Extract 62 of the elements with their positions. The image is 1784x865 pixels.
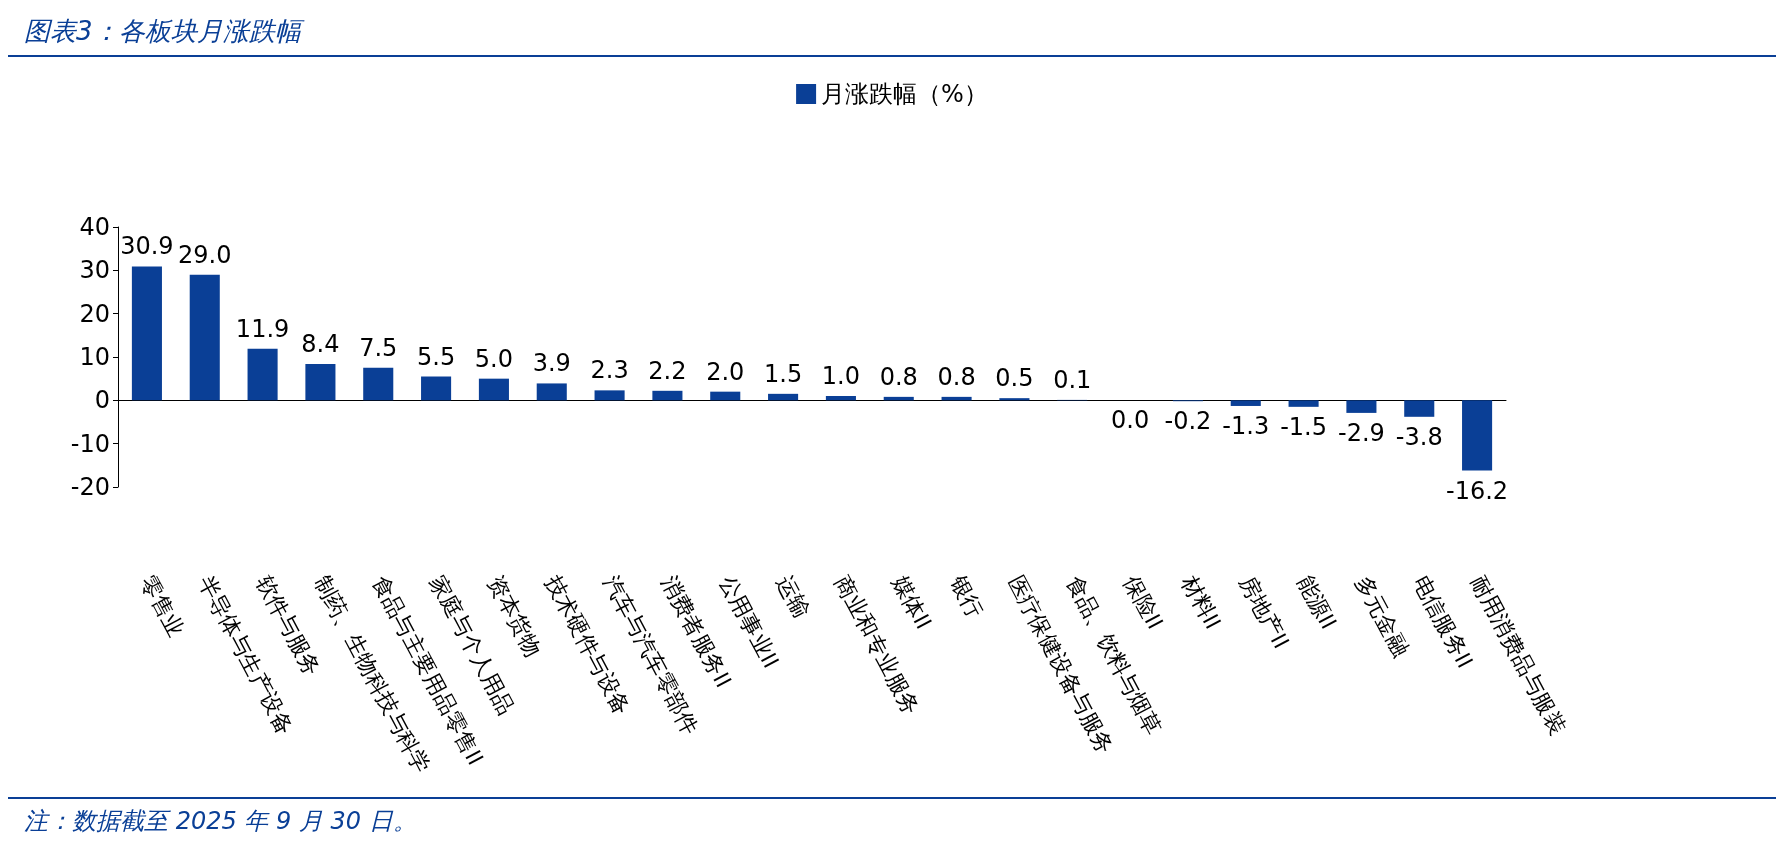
data-label: 30.9 xyxy=(120,232,174,261)
data-label: 1.5 xyxy=(764,359,803,388)
bar xyxy=(131,266,162,401)
data-label: 0.0 xyxy=(1111,406,1150,435)
bar xyxy=(478,378,509,401)
y-tick-label: 30 xyxy=(79,256,110,285)
data-label: 5.5 xyxy=(417,342,456,371)
x-tick-label: 多元金融 xyxy=(1350,571,1414,661)
data-label: -1.5 xyxy=(1280,412,1327,441)
bar xyxy=(1404,400,1435,417)
bar xyxy=(1462,400,1493,471)
x-tick-label: 运输 xyxy=(772,571,815,622)
data-label: -2.9 xyxy=(1338,418,1385,447)
bar xyxy=(536,383,567,401)
x-tick-label: 能源II xyxy=(1292,571,1342,634)
data-label: 3.9 xyxy=(532,349,571,378)
y-tick-label: 20 xyxy=(79,299,110,328)
data-label: 2.2 xyxy=(648,356,687,385)
x-tick-label: 房地产II xyxy=(1234,571,1294,653)
bar xyxy=(768,393,799,401)
data-label: 0.1 xyxy=(1053,365,1092,394)
x-tick-label: 媒体II xyxy=(887,571,937,634)
data-label: 7.5 xyxy=(359,333,398,362)
bar xyxy=(363,367,394,401)
data-label: 5.0 xyxy=(474,344,513,373)
bar xyxy=(999,398,1030,401)
bar xyxy=(189,274,220,401)
bar xyxy=(421,376,452,401)
data-label: -0.2 xyxy=(1164,407,1212,436)
bar xyxy=(710,391,741,401)
y-tick-label: -20 xyxy=(70,473,110,501)
data-label: -16.2 xyxy=(1446,476,1509,505)
bar xyxy=(1346,400,1377,413)
y-tick-label: 0 xyxy=(94,386,110,415)
data-label: 0.8 xyxy=(879,362,918,391)
bar xyxy=(247,348,278,401)
y-tick-label: -10 xyxy=(70,429,110,458)
data-label: 0.8 xyxy=(937,362,976,391)
x-tick-label: 零售业 xyxy=(135,571,189,642)
data-label: 2.0 xyxy=(706,357,745,386)
y-tick-label: 10 xyxy=(79,343,110,371)
bar xyxy=(594,390,625,401)
bar xyxy=(1288,400,1319,407)
text: 注：数据截至 2025 年 9 月 30 日。 xyxy=(8,797,1776,843)
y-tick-label: 40 xyxy=(79,213,110,241)
x-tick-label: 银行 xyxy=(945,570,989,622)
x-tick-label: 材料II xyxy=(1176,570,1226,634)
data-label: 11.9 xyxy=(235,314,290,343)
bar xyxy=(652,390,683,401)
data-label: -3.8 xyxy=(1395,422,1443,451)
x-tick-label: 保险II xyxy=(1119,571,1168,634)
data-label: 8.4 xyxy=(301,329,340,358)
bar xyxy=(1230,400,1261,406)
data-label: 2.3 xyxy=(590,356,629,385)
data-label: 0.5 xyxy=(995,364,1034,393)
data-label: -1.3 xyxy=(1222,411,1270,440)
bar xyxy=(825,396,856,401)
legend-label: 月涨跌幅（%） xyxy=(821,80,988,108)
data-label: 1.0 xyxy=(821,362,860,390)
bar xyxy=(305,363,336,401)
data-label: 29.0 xyxy=(178,240,232,269)
chart-title: 图表3：各板块月涨跌幅 xyxy=(8,8,1776,57)
